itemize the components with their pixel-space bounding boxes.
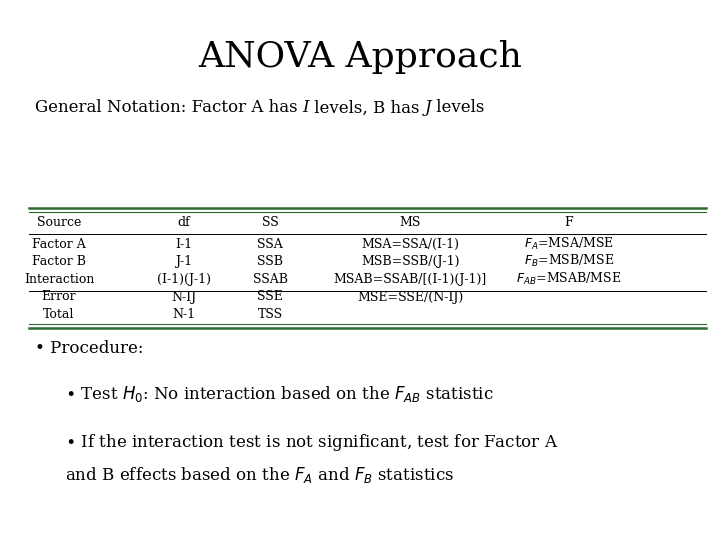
Text: (I-1)(J-1): (I-1)(J-1)	[157, 273, 210, 286]
Text: Error: Error	[42, 291, 76, 303]
Text: N-IJ: N-IJ	[171, 291, 196, 303]
Text: MSA=SSA/(I-1): MSA=SSA/(I-1)	[361, 238, 459, 251]
Text: Total: Total	[43, 308, 75, 321]
Text: General Notation: Factor A has: General Notation: Factor A has	[35, 99, 302, 117]
Text: $\bullet$ Test $H_0$: No interaction based on the $F_{AB}$ statistic: $\bullet$ Test $H_0$: No interaction bas…	[65, 384, 494, 404]
Text: and B effects based on the $F_A$ and $F_B$ statistics: and B effects based on the $F_A$ and $F_…	[65, 465, 454, 485]
Text: $F_{AB}$=MSAB/MSE: $F_{AB}$=MSAB/MSE	[516, 271, 621, 287]
Text: J: J	[425, 99, 431, 117]
Text: SSB: SSB	[257, 255, 283, 268]
Text: Factor A: Factor A	[32, 238, 86, 251]
Text: MSAB=SSAB/[(I-1)(J-1)]: MSAB=SSAB/[(I-1)(J-1)]	[334, 273, 487, 286]
Text: Factor B: Factor B	[32, 255, 86, 268]
Text: F: F	[564, 216, 573, 229]
Text: • Procedure:: • Procedure:	[35, 340, 143, 357]
Text: $F_A$=MSA/MSE: $F_A$=MSA/MSE	[523, 236, 614, 252]
Text: J-1: J-1	[175, 255, 192, 268]
Text: $\bullet$ If the interaction test is not significant, test for Factor A: $\bullet$ If the interaction test is not…	[65, 433, 558, 453]
Text: df: df	[177, 216, 190, 229]
Text: SSA: SSA	[257, 238, 283, 251]
Text: SSE: SSE	[257, 291, 283, 303]
Text: TSS: TSS	[258, 308, 282, 321]
Text: MSB=SSB/(J-1): MSB=SSB/(J-1)	[361, 255, 459, 268]
Text: levels: levels	[431, 99, 485, 117]
Text: Source: Source	[37, 216, 81, 229]
Text: N-1: N-1	[172, 308, 195, 321]
Text: levels, B has: levels, B has	[309, 99, 425, 117]
Text: Interaction: Interaction	[24, 273, 94, 286]
Text: $F_B$=MSB/MSE: $F_B$=MSB/MSE	[523, 253, 614, 269]
Text: SS: SS	[261, 216, 279, 229]
Text: MS: MS	[400, 216, 421, 229]
Text: I: I	[302, 99, 309, 117]
Text: SSAB: SSAB	[253, 273, 287, 286]
Text: MSE=SSE/(N-IJ): MSE=SSE/(N-IJ)	[357, 291, 464, 303]
Text: ANOVA Approach: ANOVA Approach	[198, 40, 522, 73]
Text: I-1: I-1	[175, 238, 192, 251]
